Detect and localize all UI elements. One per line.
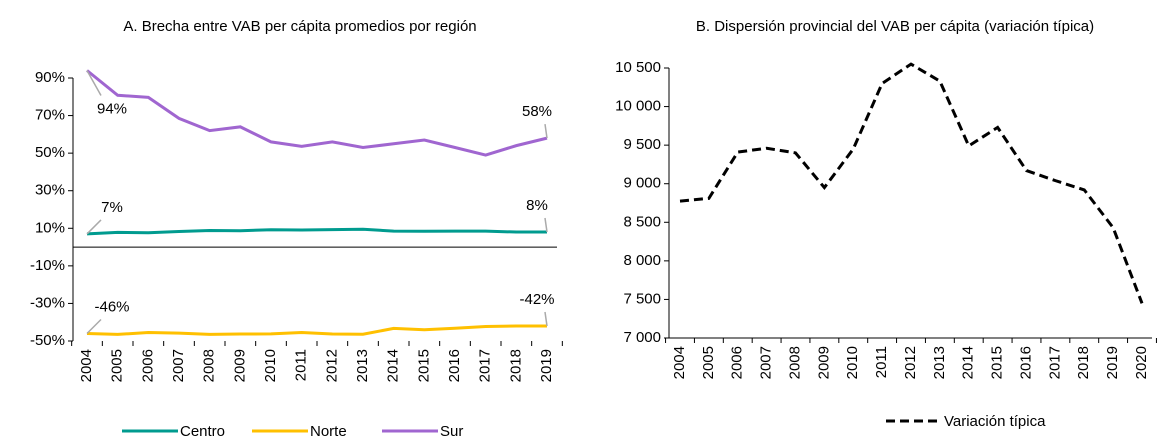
x-tick-label: 2018	[1075, 346, 1092, 379]
series-line	[86, 227, 547, 236]
x-tick-label: 2008	[201, 349, 218, 382]
x-tick-label: 2007	[170, 349, 187, 382]
y-tick-label: 90%	[35, 69, 65, 86]
x-tick-label: 2019	[538, 349, 555, 382]
legend-label: Variación típica	[944, 413, 1046, 430]
data-label: 7%	[101, 199, 123, 216]
x-tick-label: 2007	[758, 346, 775, 379]
y-tick-label: 9 500	[623, 136, 661, 153]
x-tick-label: 2011	[873, 346, 890, 378]
x-tick-label: 2019	[1104, 346, 1121, 379]
data-label: 8%	[526, 197, 548, 214]
y-tick-label: 9 000	[623, 175, 661, 192]
x-tick-label: 2013	[354, 349, 371, 382]
data-label: -46%	[94, 298, 129, 315]
x-tick-label: 2014	[960, 346, 977, 379]
x-tick-label: 2017	[477, 349, 494, 382]
y-tick-label: -30%	[30, 294, 65, 311]
x-tick-label: 2017	[1046, 346, 1063, 379]
y-tick-label: 10 000	[615, 98, 661, 115]
x-tick-label: 2013	[931, 346, 948, 379]
x-tick-label: 2018	[507, 349, 524, 382]
x-tick-label: 2011	[293, 349, 310, 381]
x-tick-label: 2015	[989, 346, 1006, 379]
series-line	[86, 69, 548, 157]
y-tick-label: 50%	[35, 144, 65, 161]
y-tick-label: 7 000	[623, 329, 661, 346]
x-tick-label: 2016	[1017, 346, 1034, 379]
x-tick-label: 2020	[1133, 346, 1150, 379]
series-line	[86, 324, 547, 336]
leader-line	[544, 311, 548, 327]
y-tick-label: -10%	[30, 257, 65, 274]
x-tick-label: 2006	[729, 346, 746, 379]
leader-line	[86, 219, 102, 235]
x-tick-label: 2004	[671, 346, 688, 379]
x-tick-label: 2009	[815, 346, 832, 379]
series-line	[679, 62, 1144, 304]
leader-line	[544, 217, 548, 233]
x-tick-label: 2016	[446, 349, 463, 382]
data-label: 94%	[97, 100, 127, 117]
y-tick-label: 8 000	[623, 252, 661, 269]
x-tick-label: 2010	[262, 349, 279, 382]
y-tick-label: 10 500	[615, 59, 661, 76]
x-tick-label: 2008	[786, 346, 803, 379]
leader-line	[544, 124, 548, 139]
x-tick-label: 2005	[109, 349, 126, 382]
x-tick-label: 2015	[415, 349, 432, 382]
x-tick-label: 2012	[902, 346, 919, 379]
y-tick-label: -50%	[30, 332, 65, 349]
legend-label: Sur	[440, 423, 463, 438]
x-tick-label: 2012	[323, 349, 340, 382]
leader-line	[86, 318, 102, 335]
data-label: -42%	[519, 291, 554, 308]
chart-title: B. Dispersión provincial del VAB per cáp…	[696, 18, 1094, 35]
x-tick-label: 2010	[844, 346, 861, 379]
leader-line	[86, 70, 102, 96]
x-tick-label: 2006	[139, 349, 156, 382]
y-tick-label: 7 500	[623, 290, 661, 307]
x-tick-label: 2009	[231, 349, 248, 382]
legend-label: Norte	[310, 423, 347, 438]
y-tick-label: 30%	[35, 182, 65, 199]
y-tick-label: 70%	[35, 107, 65, 124]
x-tick-label: 2005	[700, 346, 717, 379]
x-tick-label: 2014	[385, 349, 402, 382]
y-tick-label: 10%	[35, 219, 65, 236]
y-tick-label: 8 500	[623, 213, 661, 230]
chart-title: A. Brecha entre VAB per cápita promedios…	[123, 18, 476, 35]
x-tick-label: 2004	[78, 349, 95, 382]
legend-label: Centro	[180, 423, 225, 438]
data-label: 58%	[522, 103, 552, 120]
